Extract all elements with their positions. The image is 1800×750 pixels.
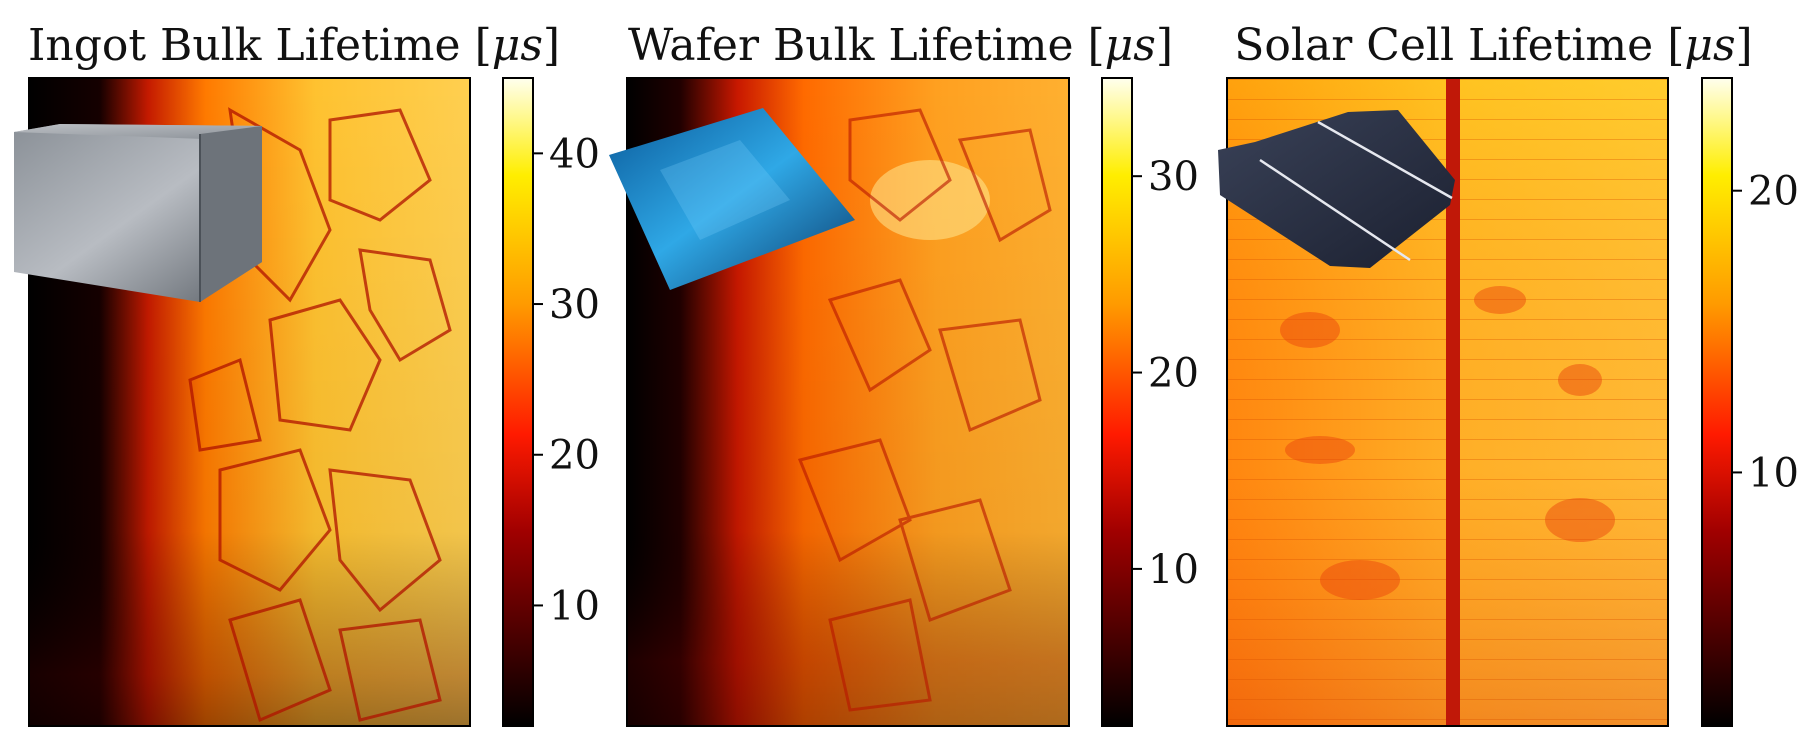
wafer-photo xyxy=(609,108,855,290)
panel-wafer: Wafer Bulk Lifetime [μs] xyxy=(600,0,1200,750)
plot-frame xyxy=(28,77,471,727)
colorbar xyxy=(502,77,534,727)
colorbar-tick-label: 30 xyxy=(1148,154,1199,200)
plot-frame xyxy=(626,77,1070,727)
ingot-block-photo xyxy=(14,124,262,302)
colorbar-ticks: 10 20 30 xyxy=(1132,154,1199,593)
panel-title: Ingot Bulk Lifetime [μs] xyxy=(28,20,561,71)
colorbar-tick-label: 30 xyxy=(549,282,600,328)
colorbar-tick-label: 40 xyxy=(549,131,600,177)
solar-cell-photo xyxy=(1218,110,1455,268)
panel-ingot: Ingot Bulk Lifetime [μs] xyxy=(0,0,600,750)
colorbar-tick-label: 20 xyxy=(1148,351,1199,397)
heatmap-svg: 10 20 30 xyxy=(609,77,1199,727)
colorbar-tick-label: 20 xyxy=(1748,169,1799,215)
unit-text: μs xyxy=(1104,20,1156,71)
title-text: Ingot Bulk Lifetime xyxy=(28,20,461,71)
unit-text: μs xyxy=(491,20,543,71)
colorbar-tick-label: 10 xyxy=(1748,450,1799,496)
panel-title: Wafer Bulk Lifetime [μs] xyxy=(628,20,1174,71)
unit-text: μs xyxy=(1684,20,1736,71)
colorbar xyxy=(1701,77,1733,727)
colorbar-tick-label: 20 xyxy=(549,433,600,479)
colorbar xyxy=(1101,77,1133,727)
title-text: Solar Cell Lifetime xyxy=(1234,20,1654,71)
colorbar-tick-label: 10 xyxy=(1148,547,1199,593)
colorbar-ticks: 10 20 xyxy=(1732,169,1799,496)
colorbar-tick-label: 10 xyxy=(549,583,600,629)
heatmap-svg: 10 20 30 40 xyxy=(14,77,600,727)
colorbar-ticks: 10 20 30 40 xyxy=(533,131,600,629)
panel-cell: Solar Cell Lifetime [μs] xyxy=(1200,0,1800,750)
heatmap-svg: 10 20 xyxy=(1218,77,1799,727)
plot-frame xyxy=(1226,77,1669,727)
busbar xyxy=(1446,78,1460,726)
title-text: Wafer Bulk Lifetime xyxy=(628,20,1074,71)
panel-title: Solar Cell Lifetime [μs] xyxy=(1234,20,1753,71)
